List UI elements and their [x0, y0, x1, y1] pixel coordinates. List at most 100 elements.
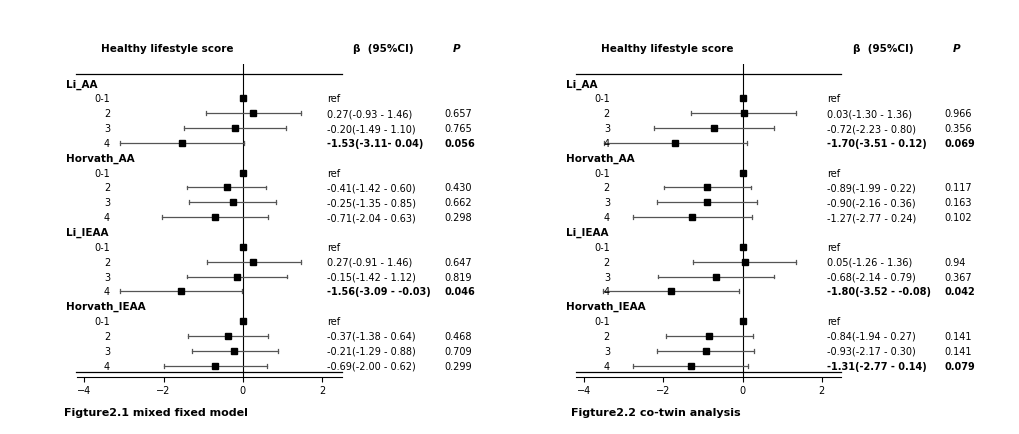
Text: 3: 3 [104, 198, 110, 208]
Text: 0.299: 0.299 [444, 361, 472, 371]
Text: 2: 2 [603, 331, 609, 341]
Text: 3: 3 [603, 124, 609, 134]
Text: 0.046: 0.046 [444, 287, 475, 297]
Text: 0.468: 0.468 [444, 331, 472, 341]
Text: β  (95%CI): β (95%CI) [852, 44, 912, 54]
Text: Li_IEAA: Li_IEAA [66, 227, 109, 237]
Text: 2: 2 [603, 183, 609, 193]
Text: -0.37(-1.38 - 0.64): -0.37(-1.38 - 0.64) [327, 331, 415, 341]
Text: 0-1: 0-1 [594, 316, 609, 326]
Text: ref: ref [826, 316, 839, 326]
Text: ref: ref [826, 94, 839, 104]
Text: Li_AA: Li_AA [566, 79, 597, 89]
Text: 4: 4 [603, 361, 609, 371]
Text: 0.117: 0.117 [944, 183, 971, 193]
Text: 0.03(-1.30 - 1.36): 0.03(-1.30 - 1.36) [826, 109, 911, 119]
Text: -1.53(-3.11- 0.04): -1.53(-3.11- 0.04) [327, 138, 423, 148]
Text: 3: 3 [104, 124, 110, 134]
Text: 0.163: 0.163 [944, 198, 971, 208]
Text: 3: 3 [104, 346, 110, 356]
Text: Healthy lifestyle score: Healthy lifestyle score [101, 44, 233, 54]
Text: 4: 4 [603, 287, 609, 297]
Text: Healthy lifestyle score: Healthy lifestyle score [600, 44, 733, 54]
Text: 0-1: 0-1 [95, 94, 110, 104]
Text: 4: 4 [104, 213, 110, 223]
Text: -0.20(-1.49 - 1.10): -0.20(-1.49 - 1.10) [327, 124, 415, 134]
Text: 0-1: 0-1 [95, 242, 110, 252]
Text: Li_IEAA: Li_IEAA [566, 227, 608, 237]
Text: ref: ref [327, 168, 339, 178]
Text: -1.27(-2.77 - 0.24): -1.27(-2.77 - 0.24) [826, 213, 915, 223]
Text: 2: 2 [603, 257, 609, 267]
Text: -0.21(-1.29 - 0.88): -0.21(-1.29 - 0.88) [327, 346, 416, 356]
Text: 0.27(-0.91 - 1.46): 0.27(-0.91 - 1.46) [327, 257, 412, 267]
Text: -0.90(-2.16 - 0.36): -0.90(-2.16 - 0.36) [826, 198, 914, 208]
Text: ref: ref [826, 242, 839, 252]
Text: 0.765: 0.765 [444, 124, 472, 134]
Text: 0.94: 0.94 [944, 257, 965, 267]
Text: -0.89(-1.99 - 0.22): -0.89(-1.99 - 0.22) [826, 183, 915, 193]
Text: 4: 4 [104, 361, 110, 371]
Text: P: P [952, 44, 959, 54]
Text: 0.102: 0.102 [944, 213, 971, 223]
Text: 2: 2 [104, 257, 110, 267]
Text: 3: 3 [104, 272, 110, 282]
Text: 0.042: 0.042 [944, 287, 974, 297]
Text: ref: ref [327, 94, 339, 104]
Text: 0-1: 0-1 [95, 316, 110, 326]
Text: 0-1: 0-1 [594, 242, 609, 252]
Text: 0.056: 0.056 [444, 138, 475, 148]
Text: 4: 4 [104, 287, 110, 297]
Text: 0.141: 0.141 [944, 331, 971, 341]
Text: 0.657: 0.657 [444, 109, 472, 119]
Text: 0-1: 0-1 [95, 168, 110, 178]
Text: -1.31(-2.77 - 0.14): -1.31(-2.77 - 0.14) [826, 361, 925, 371]
Text: 2: 2 [603, 109, 609, 119]
Text: Figture2.2 co-twin analysis: Figture2.2 co-twin analysis [571, 407, 740, 417]
Text: -0.68(-2.14 - 0.79): -0.68(-2.14 - 0.79) [826, 272, 915, 282]
Text: P: P [452, 44, 460, 54]
Text: 0.430: 0.430 [444, 183, 472, 193]
Text: 3: 3 [603, 198, 609, 208]
Text: -0.25(-1.35 - 0.85): -0.25(-1.35 - 0.85) [327, 198, 416, 208]
Text: -1.80(-3.52 - -0.08): -1.80(-3.52 - -0.08) [826, 287, 930, 297]
Text: ref: ref [327, 242, 339, 252]
Text: -0.72(-2.23 - 0.80): -0.72(-2.23 - 0.80) [826, 124, 915, 134]
Text: 0.819: 0.819 [444, 272, 472, 282]
Text: 0.079: 0.079 [944, 361, 974, 371]
Text: 0.662: 0.662 [444, 198, 472, 208]
Text: 4: 4 [603, 138, 609, 148]
Text: 0.069: 0.069 [944, 138, 974, 148]
Text: 0.27(-0.93 - 1.46): 0.27(-0.93 - 1.46) [327, 109, 412, 119]
Text: 0.05(-1.26 - 1.36): 0.05(-1.26 - 1.36) [826, 257, 911, 267]
Text: β  (95%CI): β (95%CI) [353, 44, 413, 54]
Text: -0.84(-1.94 - 0.27): -0.84(-1.94 - 0.27) [826, 331, 915, 341]
Text: 4: 4 [104, 138, 110, 148]
Text: 0.966: 0.966 [944, 109, 971, 119]
Text: Li_AA: Li_AA [66, 79, 98, 89]
Text: -1.70(-3.51 - 0.12): -1.70(-3.51 - 0.12) [826, 138, 925, 148]
Text: 0-1: 0-1 [594, 94, 609, 104]
Text: 2: 2 [104, 109, 110, 119]
Text: 0.709: 0.709 [444, 346, 472, 356]
Text: 3: 3 [603, 346, 609, 356]
Text: 0.298: 0.298 [444, 213, 472, 223]
Text: -0.93(-2.17 - 0.30): -0.93(-2.17 - 0.30) [826, 346, 915, 356]
Text: 0.141: 0.141 [944, 346, 971, 356]
Text: ref: ref [327, 316, 339, 326]
Text: 2: 2 [104, 331, 110, 341]
Text: -0.71(-2.04 - 0.63): -0.71(-2.04 - 0.63) [327, 213, 416, 223]
Text: Horvath_IEAA: Horvath_IEAA [566, 301, 645, 312]
Text: 3: 3 [603, 272, 609, 282]
Text: -0.15(-1.42 - 1.12): -0.15(-1.42 - 1.12) [327, 272, 416, 282]
Text: 0.367: 0.367 [944, 272, 971, 282]
Text: 0.647: 0.647 [444, 257, 472, 267]
Text: Figture2.1 mixed fixed model: Figture2.1 mixed fixed model [64, 407, 248, 417]
Text: -0.69(-2.00 - 0.62): -0.69(-2.00 - 0.62) [327, 361, 416, 371]
Text: Horvath_IEAA: Horvath_IEAA [66, 301, 146, 312]
Text: Horvath_AA: Horvath_AA [66, 153, 135, 164]
Text: -0.41(-1.42 - 0.60): -0.41(-1.42 - 0.60) [327, 183, 415, 193]
Text: -1.56(-3.09 - -0.03): -1.56(-3.09 - -0.03) [327, 287, 430, 297]
Text: ref: ref [826, 168, 839, 178]
Text: 0-1: 0-1 [594, 168, 609, 178]
